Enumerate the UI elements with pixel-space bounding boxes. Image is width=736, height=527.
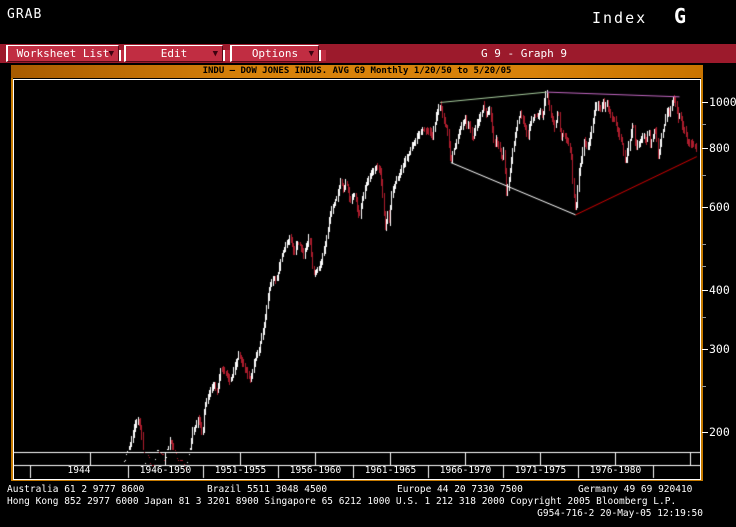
- y-axis-label: 600: [709, 200, 730, 214]
- footer-contact: Australia 61 2 9777 8600: [7, 484, 145, 495]
- graph-slot-title: G 9 - Graph 9: [480, 47, 568, 60]
- y-axis-tick: [702, 175, 706, 176]
- footer-contact: Brazil 5511 3048 4500: [207, 484, 328, 495]
- grab-label: GRAB: [7, 7, 43, 22]
- y-axis-tick: [702, 266, 706, 267]
- options-button-label: Options: [251, 47, 299, 60]
- footer-terminal-id: G954-716-2 20-May-05 12:19:50: [537, 508, 703, 519]
- chevron-down-icon: ▼: [212, 49, 218, 59]
- y-axis-tick: [702, 124, 706, 125]
- y-axis-label: 300: [709, 342, 730, 356]
- plot-area: [13, 79, 701, 480]
- y-axis-tick: [702, 102, 708, 103]
- edit-button-label: Edit: [160, 47, 188, 60]
- y-axis-tick: [702, 317, 706, 318]
- x-axis-label: 1961-1965: [364, 465, 417, 476]
- chart-title-bar: INDU – DOW JONES INDUS. AVG G9 Monthly 1…: [11, 65, 703, 78]
- x-axis-label: 1951-1955: [214, 465, 267, 476]
- price-chart-canvas: [14, 80, 700, 479]
- worksheet-list-button[interactable]: Worksheet List ▼: [6, 45, 126, 62]
- x-axis-label: 1956-1960: [289, 465, 342, 476]
- x-axis-label: 1944: [67, 465, 91, 476]
- footer-contact: Germany 49 69 920410: [578, 484, 693, 495]
- edit-button[interactable]: Edit ▼: [124, 45, 230, 62]
- y-axis-tick: [702, 290, 708, 291]
- y-axis-label: 1000: [709, 95, 736, 109]
- y-axis-label: 800: [709, 141, 730, 155]
- y-axis-tick: [702, 148, 708, 149]
- x-axis-label: 1971-1975: [514, 465, 567, 476]
- footer-copyright: Hong Kong 852 2977 6000 Japan 81 3 3201 …: [7, 496, 677, 507]
- worksheet-list-button-label: Worksheet List: [16, 47, 110, 60]
- y-axis-tick: [702, 244, 706, 245]
- index-key-label: G: [674, 4, 687, 28]
- y-axis-tick: [702, 207, 708, 208]
- options-button[interactable]: Options ▼: [230, 45, 326, 62]
- chevron-down-icon: ▼: [308, 49, 314, 59]
- index-type-label: Index: [592, 9, 648, 27]
- x-axis-label: 1966-1970: [439, 465, 492, 476]
- chevron-down-icon: ▼: [108, 49, 114, 59]
- y-axis-tick: [702, 349, 708, 350]
- y-axis-tick: [702, 432, 708, 433]
- y-axis-label: 200: [709, 425, 730, 439]
- y-axis-tick: [702, 386, 706, 387]
- x-axis-label: 1976-1980: [589, 465, 642, 476]
- footer-contact: Europe 44 20 7330 7500: [397, 484, 523, 495]
- x-axis-label: 1946-1950: [139, 465, 192, 476]
- y-axis-label: 400: [709, 283, 730, 297]
- menu-bar: Worksheet List ▼ Edit ▼ Options ▼ G 9 - …: [0, 44, 736, 63]
